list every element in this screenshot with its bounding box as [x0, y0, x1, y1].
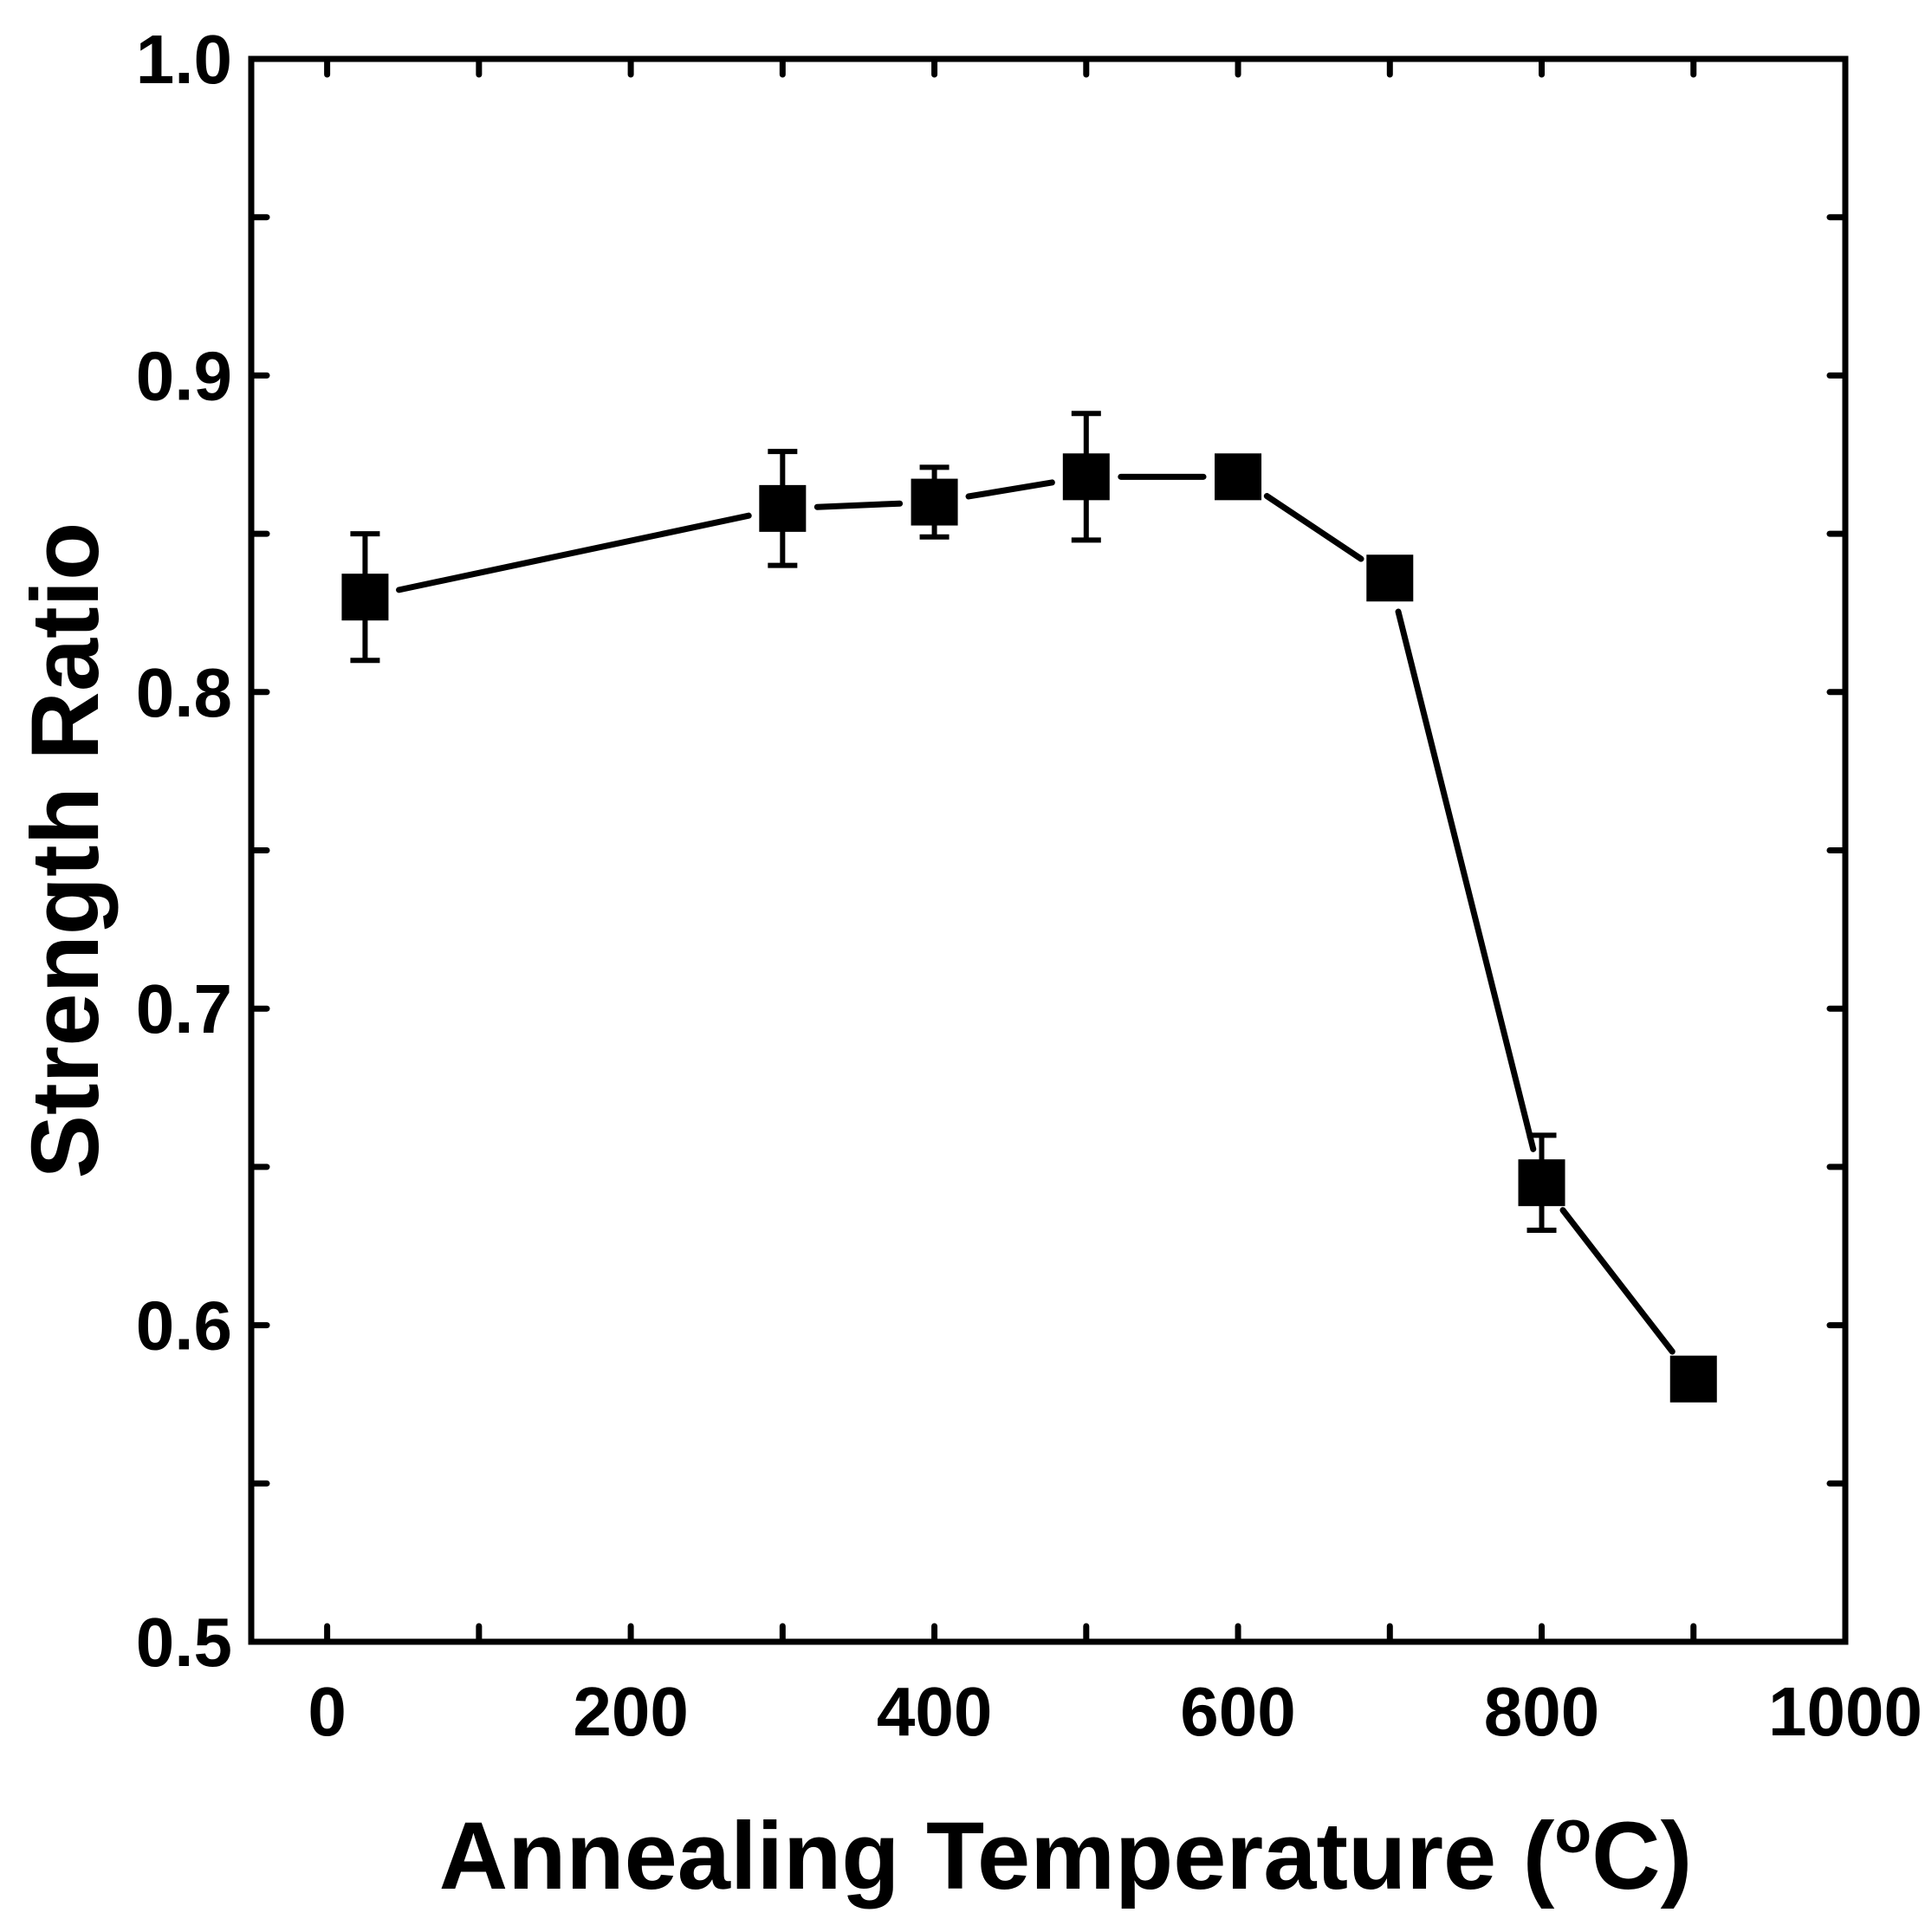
- x-axis-title-unit: C): [1591, 1803, 1692, 1909]
- axis-ticks: [248, 55, 1849, 1645]
- x-tick-label: 600: [1180, 1673, 1295, 1750]
- y-axis-title: Strength Ratio: [12, 522, 119, 1179]
- plot-frame: [248, 55, 1849, 1645]
- x-tick-label: 1000: [1768, 1673, 1922, 1750]
- x-axis-title: Annealing Temperature (oC): [439, 1798, 1692, 1909]
- data-point-marker: [911, 478, 958, 526]
- data-point-marker: [1062, 453, 1110, 501]
- series-line-segment: [1263, 493, 1364, 562]
- x-tick-label: 200: [573, 1673, 688, 1750]
- series-line-segment: [396, 512, 752, 593]
- y-tick-label: 1.0: [136, 21, 232, 98]
- series-line-segment: [1559, 1207, 1675, 1355]
- data-point-marker: [1669, 1355, 1717, 1403]
- data-point-marker: [1518, 1159, 1565, 1207]
- data-series: [341, 411, 1717, 1403]
- data-point-marker: [341, 574, 389, 621]
- data-point-marker: [1366, 554, 1414, 602]
- x-axis-title-degree: o: [1554, 1798, 1591, 1865]
- x-axis-title-text: Annealing Temperature (: [439, 1803, 1555, 1909]
- y-tick-label: 0.7: [136, 970, 232, 1047]
- series-line-segment: [813, 500, 904, 510]
- series-line-segment: [965, 479, 1055, 500]
- x-tick-label: 400: [877, 1673, 992, 1750]
- series-line-segment: [1395, 608, 1537, 1152]
- y-tick-label: 0.8: [136, 654, 232, 731]
- data-point-marker: [1215, 453, 1262, 501]
- y-tick-label: 0.5: [136, 1604, 232, 1681]
- y-tick-label: 0.6: [136, 1287, 232, 1365]
- x-tick-label: 800: [1484, 1673, 1599, 1750]
- data-point-marker: [759, 484, 807, 532]
- y-tick-label: 0.9: [136, 337, 232, 414]
- x-tick-labels: 0 200 400 600 800 1000: [308, 1673, 1922, 1750]
- y-tick-labels: 0.5 0.6 0.7 0.8 0.9 1.0: [136, 21, 232, 1681]
- x-tick-label: 0: [308, 1673, 347, 1750]
